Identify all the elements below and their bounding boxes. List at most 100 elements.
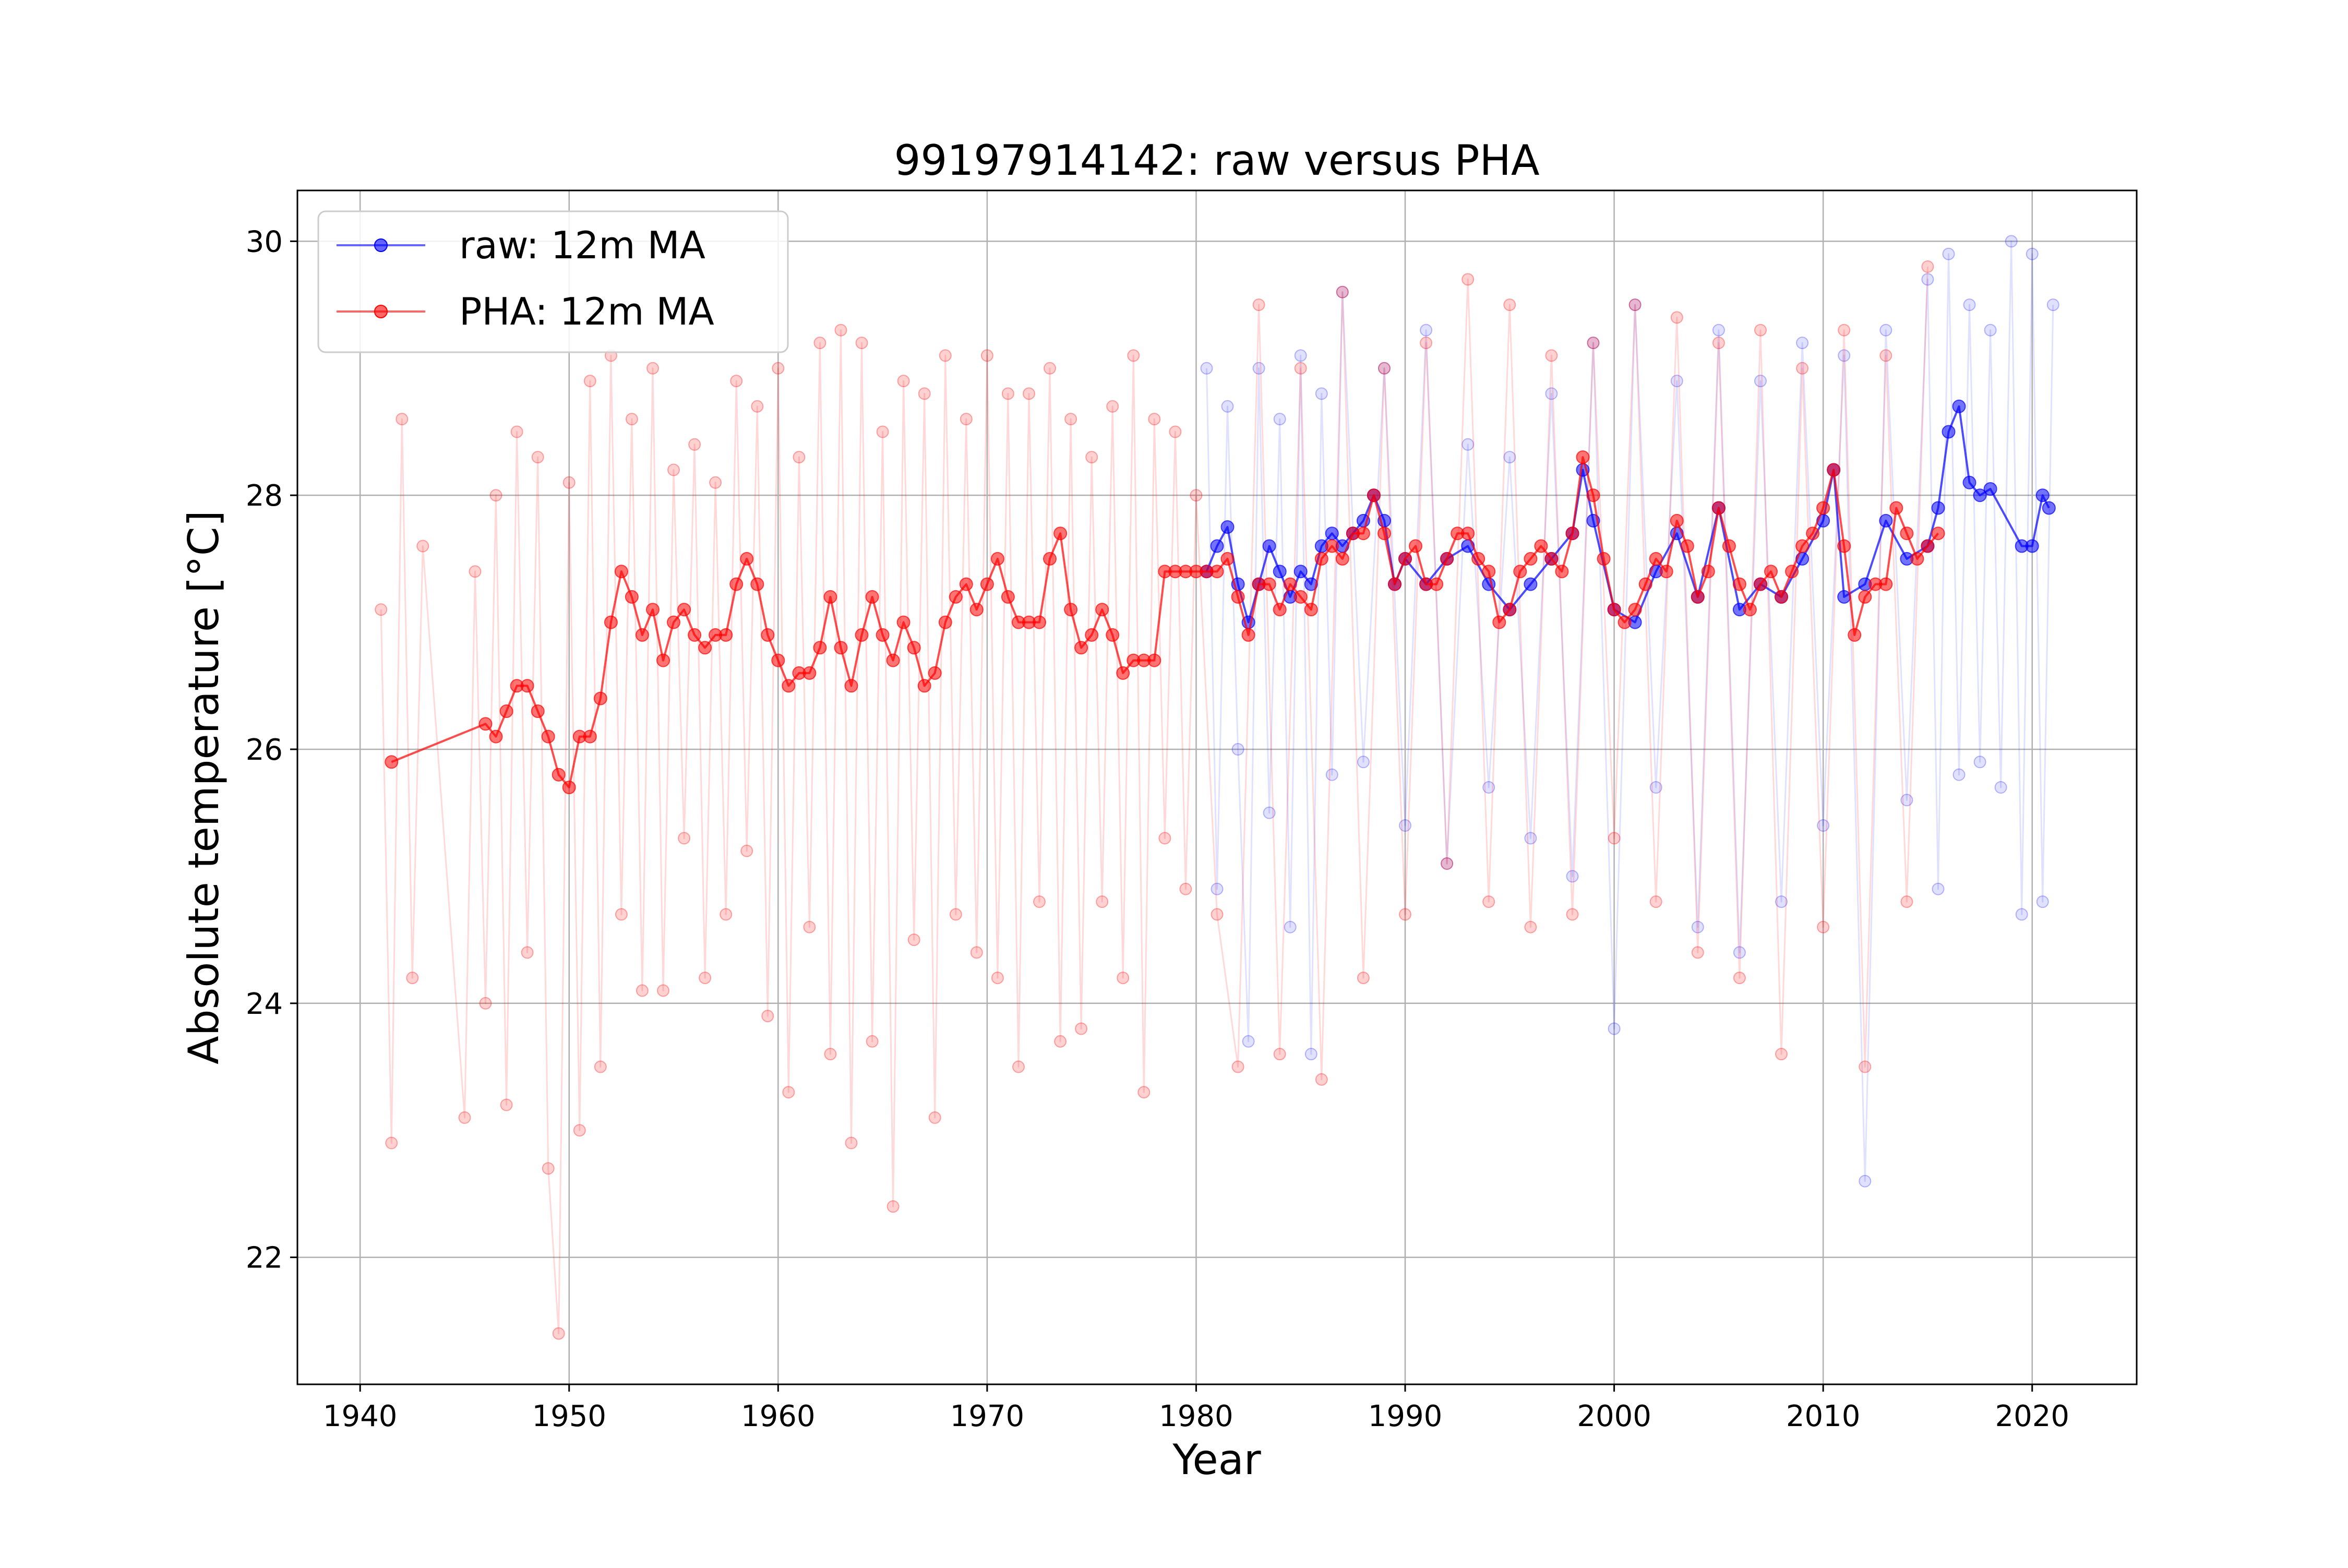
- data-point: [1461, 438, 1475, 451]
- data-point: [845, 1136, 858, 1150]
- data-point: [1420, 337, 1433, 350]
- data-point: [1064, 413, 1077, 426]
- data-point: [1754, 577, 1767, 591]
- data-point: [980, 349, 993, 362]
- data-point: [1816, 501, 1830, 515]
- data-point: [844, 679, 858, 693]
- data-point: [1565, 526, 1579, 541]
- data-point: [1889, 501, 1903, 515]
- data-point: [772, 362, 785, 375]
- data-point: [677, 603, 691, 617]
- data-point: [1524, 577, 1538, 591]
- data-point: [834, 641, 848, 655]
- data-point: [1304, 1048, 1317, 1061]
- data-point: [740, 844, 753, 857]
- data-point: [1409, 539, 1422, 553]
- data-point: [1628, 298, 1642, 312]
- data-point: [1221, 400, 1234, 413]
- data-point: [1712, 337, 1725, 350]
- data-point: [1325, 539, 1339, 553]
- data-point: [1858, 590, 1872, 604]
- data-point: [1910, 552, 1924, 566]
- data-point: [1524, 832, 1537, 845]
- data-point: [1335, 552, 1349, 566]
- data-point: [865, 590, 879, 604]
- data-point: [1785, 565, 1799, 579]
- data-point: [1095, 603, 1109, 617]
- data-point: [1817, 920, 1830, 933]
- data-point: [1147, 653, 1161, 667]
- data-point: [1524, 920, 1537, 933]
- x-tick-label: 1990: [1368, 1399, 1443, 1433]
- data-point: [1262, 577, 1276, 591]
- data-point: [1827, 463, 1841, 477]
- data-point: [1921, 539, 1935, 553]
- data-point: [1932, 882, 1945, 895]
- y-tick-label: 22: [246, 1241, 283, 1275]
- data-point: [375, 603, 388, 616]
- data-point: [1597, 552, 1611, 566]
- data-point: [1263, 806, 1276, 819]
- data-point: [646, 362, 659, 375]
- data-point: [1608, 1022, 1621, 1035]
- data-point: [520, 679, 534, 693]
- data-point: [1399, 819, 1411, 832]
- x-tick-label: 1940: [323, 1399, 398, 1433]
- data-point: [990, 552, 1004, 566]
- data-point: [1879, 324, 1892, 337]
- data-point: [980, 577, 994, 591]
- data-point: [1754, 375, 1767, 388]
- data-point: [1220, 520, 1235, 534]
- data-point: [1566, 870, 1579, 883]
- data-point: [1053, 526, 1068, 541]
- data-point: [1294, 349, 1307, 362]
- x-tick-label: 2000: [1577, 1399, 1651, 1433]
- data-point: [1796, 362, 1809, 375]
- data-point: [1973, 488, 1987, 502]
- data-point: [1085, 451, 1098, 464]
- data-point: [928, 666, 942, 680]
- data-point: [2015, 908, 2028, 921]
- data-point: [636, 984, 649, 997]
- data-point: [594, 1060, 607, 1073]
- data-point: [1900, 526, 1914, 541]
- data-point: [949, 908, 962, 921]
- data-point: [1356, 526, 1370, 541]
- data-point: [823, 590, 837, 604]
- data-point: [1231, 590, 1245, 604]
- data-point: [688, 628, 702, 642]
- data-point: [1314, 552, 1328, 566]
- data-point: [1973, 756, 1986, 769]
- data-point: [970, 946, 983, 959]
- data-point: [1848, 628, 1862, 642]
- data-point: [479, 997, 492, 1010]
- data-point: [918, 387, 931, 400]
- data-point: [1085, 628, 1099, 642]
- data-point: [1211, 908, 1224, 921]
- data-point: [1764, 565, 1778, 579]
- data-point: [1158, 832, 1171, 845]
- data-point: [1148, 413, 1161, 426]
- data-point: [1315, 1073, 1328, 1086]
- data-point: [583, 375, 596, 388]
- data-point: [1378, 362, 1391, 375]
- data-point: [1252, 298, 1265, 312]
- chart-title: 99197914142: raw versus PHA: [894, 136, 1539, 185]
- x-tick-label: 2010: [1786, 1399, 1861, 1433]
- y-tick-label: 24: [246, 987, 283, 1021]
- data-point: [1106, 400, 1119, 413]
- data-point: [782, 1086, 795, 1099]
- data-point: [1262, 539, 1276, 553]
- data-point: [2035, 488, 2050, 502]
- data-point: [1545, 387, 1558, 400]
- data-point: [1074, 641, 1088, 655]
- data-point: [698, 641, 712, 655]
- data-point: [1210, 539, 1224, 553]
- data-point: [1377, 526, 1391, 541]
- y-tick-label: 26: [246, 733, 283, 767]
- data-point: [1127, 349, 1140, 362]
- data-point: [1273, 565, 1287, 579]
- data-point: [478, 717, 493, 731]
- data-point: [1220, 552, 1235, 566]
